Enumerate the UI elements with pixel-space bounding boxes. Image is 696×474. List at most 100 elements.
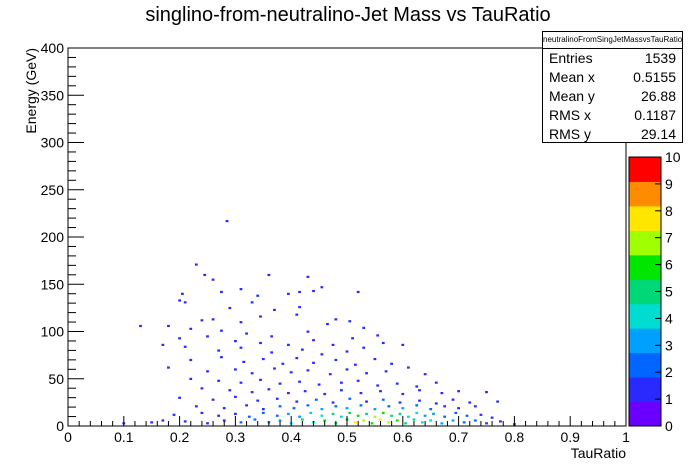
- heatmap-bin: [312, 361, 315, 364]
- heatmap-bin: [178, 337, 181, 340]
- heatmap-bin: [334, 318, 338, 321]
- heatmap-bin: [334, 358, 338, 362]
- palette-swatch: [629, 157, 661, 182]
- x-tick-label: 0.6: [393, 429, 413, 445]
- heatmap-bin: [429, 419, 433, 422]
- stats-label: Mean y: [549, 88, 595, 104]
- heatmap-bin: [225, 219, 229, 223]
- heatmap-bin: [228, 389, 232, 392]
- heatmap-bin: [356, 414, 360, 417]
- heatmap-bin: [250, 391, 254, 394]
- heatmap-bin: [206, 335, 209, 338]
- heatmap-bin: [379, 418, 382, 421]
- x-tick-label: 0.2: [170, 429, 190, 445]
- heatmap-bin: [390, 414, 394, 417]
- palette-swatch: [629, 230, 661, 256]
- heatmap-bin: [395, 382, 399, 385]
- heatmap-bin: [298, 380, 301, 383]
- heatmap-bin: [320, 414, 324, 417]
- palette-tick-label: 1: [665, 391, 673, 407]
- heatmap-bin: [340, 381, 343, 384]
- heatmap-bin: [180, 292, 184, 295]
- stats-value: 29.14: [640, 126, 676, 142]
- heatmap-bin: [298, 305, 301, 309]
- heatmap-bin: [306, 330, 310, 333]
- heatmap-bin: [434, 381, 438, 384]
- heatmap-bin: [420, 421, 424, 424]
- heatmap-bin: [496, 400, 500, 403]
- heatmap-bin: [300, 348, 304, 351]
- heatmap-bin: [300, 418, 304, 421]
- stats-label: RMS x: [549, 107, 591, 123]
- heatmap-bin: [362, 346, 366, 349]
- heatmap-bin: [340, 415, 343, 418]
- heatmap-bin: [312, 339, 315, 342]
- heatmap-bin: [485, 391, 488, 394]
- heatmap-bin: [217, 379, 221, 382]
- stats-row-mean-x: Mean x 0.5155: [543, 68, 682, 87]
- heatmap-bin: [261, 411, 265, 415]
- heatmap-bin: [222, 407, 226, 410]
- heatmap-bin: [473, 405, 477, 408]
- heatmap-bin: [309, 411, 313, 415]
- heatmap-bin: [432, 412, 435, 415]
- heatmap-bin: [312, 289, 315, 293]
- stats-row-rms-y: RMS y 29.14: [543, 125, 682, 144]
- heatmap-bin: [440, 422, 444, 425]
- y-tick-label: 350: [41, 87, 65, 103]
- heatmap-bin: [200, 411, 204, 415]
- heatmap-bin: [362, 326, 366, 329]
- palette-tick-label: 8: [665, 203, 673, 219]
- heatmap-bin: [376, 384, 380, 387]
- heatmap-bin: [306, 404, 310, 407]
- heatmap-bin: [401, 343, 405, 346]
- heatmap-bin: [415, 411, 419, 415]
- heatmap-bin: [167, 366, 170, 369]
- stats-label: Mean x: [549, 69, 595, 85]
- heatmap-bin: [468, 401, 472, 404]
- heatmap-bin: [326, 322, 329, 326]
- heatmap-bin: [365, 412, 368, 415]
- heatmap-bin: [200, 387, 204, 390]
- heatmap-bin: [150, 421, 154, 424]
- heatmap-bin: [239, 288, 243, 291]
- heatmap-bin: [253, 418, 257, 421]
- heatmap-bin: [228, 306, 232, 310]
- heatmap-bin: [384, 370, 388, 373]
- heatmap-bin: [490, 416, 494, 419]
- heatmap-bin: [217, 349, 221, 352]
- heatmap-bin: [222, 419, 226, 422]
- y-axis-label: Energy (GeV): [23, 48, 39, 134]
- heatmap-bin: [194, 263, 198, 266]
- heatmap-bin: [220, 290, 223, 294]
- heatmap-bin: [406, 366, 410, 369]
- heatmap-bin: [418, 389, 421, 392]
- x-tick-label: 0: [64, 429, 72, 445]
- heatmap-bin: [194, 405, 198, 408]
- palette-swatch: [629, 328, 661, 354]
- heatmap-bin: [395, 419, 399, 422]
- heatmap-bin: [398, 412, 402, 415]
- heatmap-bin: [295, 357, 299, 360]
- stats-row-mean-y: Mean y 26.88: [543, 87, 682, 106]
- heatmap-bin: [398, 401, 402, 404]
- heatmap-bin: [423, 414, 427, 417]
- heatmap-bin: [267, 388, 271, 391]
- heatmap-bin: [250, 301, 254, 304]
- palette-swatch: [629, 254, 661, 280]
- heatmap-bin: [423, 373, 427, 376]
- palette-swatch: [629, 205, 661, 231]
- heatmap-bin: [365, 400, 368, 403]
- heatmap-bin: [206, 370, 209, 373]
- heatmap-bin: [259, 378, 262, 381]
- y-tick-label: 250: [41, 182, 65, 198]
- heatmap-bin: [454, 411, 458, 415]
- heatmap-bin: [348, 397, 352, 400]
- heatmap-bin: [462, 421, 466, 424]
- heatmap-bin: [457, 407, 460, 410]
- heatmap-bin: [256, 399, 260, 402]
- x-tick-label: 0.4: [281, 429, 301, 445]
- heatmap-bin: [473, 419, 477, 422]
- heatmap-bin: [356, 290, 360, 294]
- palette-tick-label: 2: [665, 364, 673, 380]
